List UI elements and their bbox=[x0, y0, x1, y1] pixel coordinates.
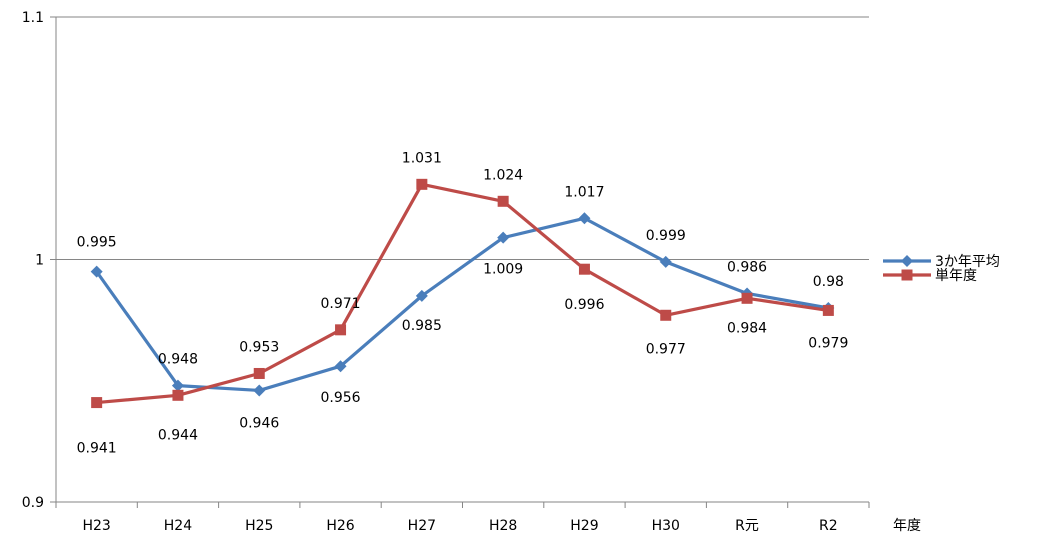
data-point-marker bbox=[172, 389, 184, 401]
x-tick-label: H30 bbox=[652, 518, 680, 534]
y-tick-label: 1 bbox=[35, 253, 44, 269]
y-tick-label: 0.9 bbox=[22, 495, 44, 511]
data-label: 1.024 bbox=[483, 167, 523, 183]
x-tick-label: H23 bbox=[82, 518, 110, 534]
series-line-1 bbox=[95, 216, 829, 393]
data-label: 1.031 bbox=[402, 150, 442, 166]
data-point-marker bbox=[415, 289, 428, 302]
data-labels: 0.995 0.948 0.946 0.956 0.985 1.009 1.017 0.999… bbox=[77, 150, 849, 456]
data-label: 0.971 bbox=[321, 296, 361, 312]
data-point-marker bbox=[497, 195, 509, 207]
data-point-marker bbox=[335, 324, 347, 336]
x-tick-label: H25 bbox=[245, 518, 273, 534]
data-point-marker bbox=[659, 255, 672, 268]
data-point-marker bbox=[416, 178, 428, 190]
data-label: 0.956 bbox=[321, 390, 361, 406]
data-label: 0.98 bbox=[813, 274, 844, 290]
series-lines bbox=[90, 178, 835, 409]
data-point-marker bbox=[90, 265, 103, 278]
legend-label: 単年度 bbox=[935, 268, 977, 284]
data-label: 0.944 bbox=[158, 427, 198, 443]
x-tick-label: R2 bbox=[819, 518, 838, 534]
legend-marker bbox=[901, 269, 913, 281]
data-label: 1.009 bbox=[483, 262, 523, 278]
axes: 0.9 1 1.1 H23 H24 H25 H26 H27 H28 H29 H30 R元 R2 bbox=[22, 10, 870, 534]
gridlines bbox=[50, 16, 869, 503]
data-point-marker bbox=[660, 309, 672, 321]
data-point-marker bbox=[497, 231, 510, 244]
data-point-marker bbox=[253, 367, 265, 379]
data-label: 0.985 bbox=[402, 318, 442, 334]
data-label: 0.977 bbox=[646, 341, 686, 357]
data-point-marker bbox=[334, 360, 347, 373]
x-tick-label: H28 bbox=[489, 518, 517, 534]
data-label: 0.984 bbox=[727, 320, 767, 336]
data-point-marker bbox=[822, 304, 834, 316]
x-tick-label: H26 bbox=[326, 518, 354, 534]
data-point-marker bbox=[578, 212, 591, 225]
x-tick-label: R元 bbox=[735, 518, 759, 534]
x-axis-title: 年度 bbox=[893, 518, 921, 534]
legend-item-1: 3か年平均 bbox=[883, 254, 1000, 270]
data-label: 0.979 bbox=[808, 335, 848, 351]
y-tick-label: 1.1 bbox=[22, 10, 44, 26]
data-label: 0.941 bbox=[77, 441, 117, 457]
data-label: 0.953 bbox=[239, 339, 279, 355]
data-label: 0.948 bbox=[158, 352, 198, 368]
data-label: 0.999 bbox=[646, 228, 686, 244]
data-label: 0.946 bbox=[239, 415, 279, 431]
data-point-marker bbox=[578, 263, 590, 275]
data-label: 1.017 bbox=[564, 184, 604, 200]
data-point-marker bbox=[91, 397, 103, 409]
legend-marker bbox=[901, 255, 913, 267]
data-label: 0.996 bbox=[564, 297, 604, 313]
x-tick-label: H27 bbox=[408, 518, 436, 534]
x-tick-label: H24 bbox=[164, 518, 192, 534]
legend-label: 3か年平均 bbox=[935, 254, 1000, 270]
data-point-marker bbox=[741, 292, 753, 304]
legend-item-2: 単年度 bbox=[883, 268, 977, 284]
series-line-2 bbox=[96, 182, 829, 405]
x-tick-label: H29 bbox=[570, 518, 598, 534]
data-point-marker bbox=[253, 384, 266, 397]
data-point-marker bbox=[171, 379, 184, 392]
data-label: 0.995 bbox=[77, 235, 117, 251]
data-label: 0.986 bbox=[727, 259, 767, 275]
